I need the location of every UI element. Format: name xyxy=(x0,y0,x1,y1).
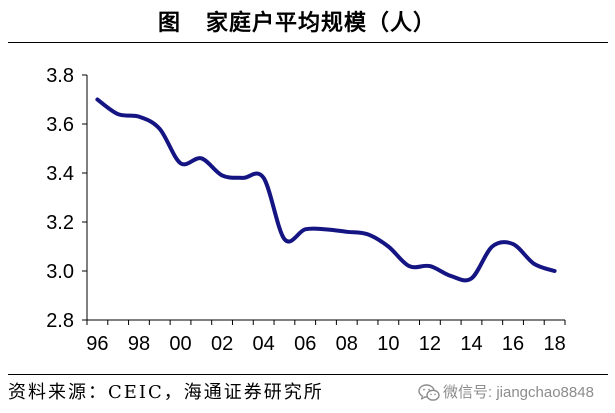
line-chart: 2.8 3.0 3.2 3.4 3.6 3.8 96 98 00 02 04 06 08 10 12 14 16… xyxy=(46,65,566,355)
series-line xyxy=(95,97,557,283)
chart-series xyxy=(95,97,557,283)
x-tick-label: 18 xyxy=(543,333,565,355)
x-tick-label: 04 xyxy=(253,333,275,355)
y-tick-label: 3.8 xyxy=(46,65,74,87)
data-point-2009 xyxy=(365,232,370,236)
data-point-2017 xyxy=(532,262,536,266)
data-point-2005 xyxy=(282,237,287,241)
data-point-2016 xyxy=(511,242,515,246)
title-rule xyxy=(8,42,608,43)
x-tick-label: 06 xyxy=(294,333,316,355)
y-tick-label: 3.4 xyxy=(46,163,74,185)
data-point-1996 xyxy=(95,97,99,102)
chart-title: 家庭户平均规模（人） xyxy=(206,10,437,36)
x-tick-label: 14 xyxy=(460,333,482,355)
data-point-2010 xyxy=(386,244,390,249)
y-tick-label: 3.6 xyxy=(46,114,74,136)
data-point-2014 xyxy=(469,276,474,280)
data-point-2002 xyxy=(220,173,224,178)
y-tick-label: 3.0 xyxy=(46,261,74,283)
data-point-2012 xyxy=(428,264,432,268)
data-point-2000 xyxy=(178,161,183,165)
data-point-2001 xyxy=(199,156,203,160)
y-tick-label: 2.8 xyxy=(46,310,74,332)
data-point-2013 xyxy=(449,274,453,278)
data-point-1998 xyxy=(137,115,141,119)
x-tick-label: 10 xyxy=(377,333,399,355)
data-point-2007 xyxy=(324,227,328,231)
data-point-1999 xyxy=(158,127,162,131)
x-tick-label: 02 xyxy=(211,333,233,355)
data-point-2018 xyxy=(553,269,557,273)
x-tick-label: 16 xyxy=(502,333,524,355)
data-point-2003 xyxy=(241,176,245,180)
source-rule xyxy=(8,374,608,375)
x-tick-label: 98 xyxy=(128,333,150,355)
figure-label: 图 xyxy=(158,10,181,36)
x-tick-label: 00 xyxy=(169,333,191,355)
data-point-2011 xyxy=(407,264,411,268)
source-note: 资料来源：CEIC，海通证券研究所 xyxy=(8,382,324,403)
y-tick-label: 3.2 xyxy=(46,212,74,234)
data-point-1997 xyxy=(116,112,120,116)
data-point-2008 xyxy=(345,230,349,234)
x-tick-label: 12 xyxy=(419,333,441,355)
data-point-2004 xyxy=(262,176,266,180)
x-tick-label: 08 xyxy=(336,333,358,355)
data-point-2015 xyxy=(490,244,494,249)
wechat-icon xyxy=(418,384,440,401)
chart-axes: 2.8 3.0 3.2 3.4 3.6 3.8 96 98 00 02 04 06 08 10 12 14 16… xyxy=(46,65,566,355)
watermark-text: 微信号: jiangchao8848 xyxy=(443,384,594,401)
data-point-2006 xyxy=(303,227,307,231)
x-tick-label: 96 xyxy=(86,333,108,355)
